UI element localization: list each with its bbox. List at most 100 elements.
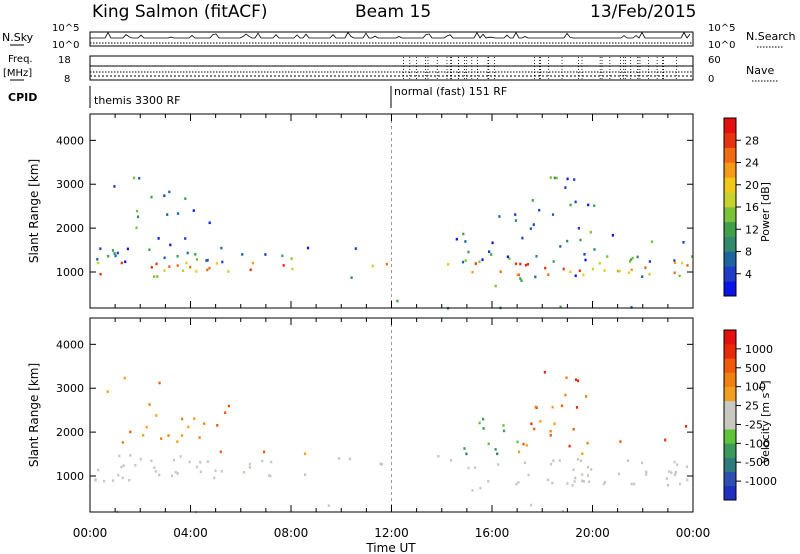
power-colorbar-cell — [724, 251, 736, 267]
power-cell — [169, 243, 172, 247]
nsearch-label: N.Search — [746, 30, 796, 43]
velocity-colorbar-cell — [724, 429, 736, 444]
power-cell — [281, 254, 284, 258]
power-cell — [559, 245, 562, 248]
velocity-colorbar-tick-label: 25 — [745, 400, 759, 413]
velocity-colorbar-tick-label: -25 — [745, 418, 763, 431]
velocity-y-ticks: 1000 2000 3000 4000 — [56, 338, 693, 483]
power-cell — [220, 246, 223, 250]
power-colorbar-cell — [724, 221, 736, 237]
velocity-cell — [576, 458, 579, 461]
velocity-cell — [176, 472, 179, 475]
velocity-cell — [338, 457, 341, 460]
velocity-colorbar-cell — [724, 330, 736, 345]
power-ylabel: Slant Range [km] — [27, 159, 41, 263]
velocity-cell — [242, 471, 246, 474]
velocity-cell — [216, 424, 219, 427]
velocity-cell — [479, 486, 482, 490]
power-cell — [97, 261, 100, 265]
power-colorbar-tick-label: 16 — [745, 201, 759, 214]
velocity-cell — [473, 466, 476, 469]
velocity-cell — [478, 421, 481, 425]
velocity-cell — [224, 411, 227, 414]
power-cell — [641, 275, 644, 278]
power-colorbar-cell — [724, 266, 736, 282]
power-cell — [519, 262, 522, 266]
velocity-cell — [199, 470, 202, 474]
power-cell — [551, 213, 555, 216]
power-cell — [155, 262, 158, 266]
velocity-ytick-label: 3000 — [56, 382, 84, 395]
power-cell — [648, 260, 651, 263]
nave-tick-bottom: 0 — [708, 74, 714, 85]
power-cell — [205, 259, 208, 262]
velocity-cell — [153, 466, 156, 469]
velocity-cell — [268, 474, 271, 477]
power-cell — [531, 199, 534, 202]
power-cell — [591, 267, 594, 271]
power-cell — [113, 185, 116, 188]
power-cell — [516, 273, 519, 277]
velocity-cell — [248, 462, 251, 466]
power-cell — [544, 266, 547, 270]
power-cell — [107, 254, 110, 258]
velocity-cell — [568, 444, 571, 448]
power-cell — [598, 262, 601, 265]
power-cell — [156, 275, 159, 278]
power-cell — [176, 255, 179, 258]
power-cell — [490, 253, 493, 256]
velocity-cell — [527, 473, 530, 477]
velocity-cell — [574, 476, 577, 480]
velocity-cell — [123, 376, 126, 380]
power-cell — [136, 215, 140, 219]
velocity-colorbar-tick-label: -1000 — [745, 475, 777, 488]
power-cell — [184, 197, 187, 200]
velocity-cell — [630, 482, 633, 486]
velocity-cell — [523, 461, 527, 465]
nsearch-tick-bottom: 10^0 — [708, 40, 735, 51]
power-cell — [464, 240, 467, 243]
velocity-cell — [668, 470, 671, 473]
power-cell — [241, 253, 244, 256]
power-colorbar-tick-label: 20 — [745, 179, 759, 192]
velocity-cell — [558, 459, 561, 462]
power-cell — [455, 237, 458, 241]
velocity-colorbar-cell — [724, 400, 736, 416]
power-cell — [519, 277, 522, 280]
power-cell — [195, 258, 198, 261]
power-cell — [630, 306, 633, 309]
velocity-cell — [582, 480, 585, 483]
power-cell — [189, 265, 192, 269]
velocity-cell — [380, 463, 384, 466]
velocity-cell — [551, 481, 554, 485]
power-cell — [176, 212, 180, 215]
power-colorbar-cell — [724, 162, 736, 178]
velocity-cell — [158, 473, 161, 477]
velocity-ylabel: Slant Range [km] — [27, 363, 41, 467]
power-cell — [227, 270, 230, 273]
velocity-cell — [179, 455, 182, 458]
velocity-cell — [539, 420, 542, 423]
power-cell — [114, 254, 117, 258]
velocity-ytick-label: 1000 — [56, 470, 84, 483]
power-cell — [589, 230, 592, 234]
power-cell — [559, 305, 562, 309]
power-colorbar-tick-label: 4 — [745, 268, 752, 281]
velocity-cell — [379, 462, 382, 466]
power-cell — [673, 259, 676, 262]
power-cell — [499, 270, 502, 274]
velocity-cell — [496, 452, 499, 456]
power-cell — [176, 264, 179, 267]
freq-strip — [89, 55, 694, 81]
power-cell — [532, 223, 535, 226]
power-cell — [508, 257, 511, 260]
velocity-cell — [171, 474, 174, 477]
power-cell — [464, 259, 467, 262]
velocity-colorbar: 1000 500 100 25 -25 -100 -500 -1000 — [723, 329, 777, 501]
velocity-cell — [120, 465, 123, 469]
power-cell — [488, 250, 491, 253]
power-cell — [593, 204, 596, 207]
power-cell — [534, 275, 537, 279]
power-colorbar-tick-label: 24 — [745, 157, 759, 170]
